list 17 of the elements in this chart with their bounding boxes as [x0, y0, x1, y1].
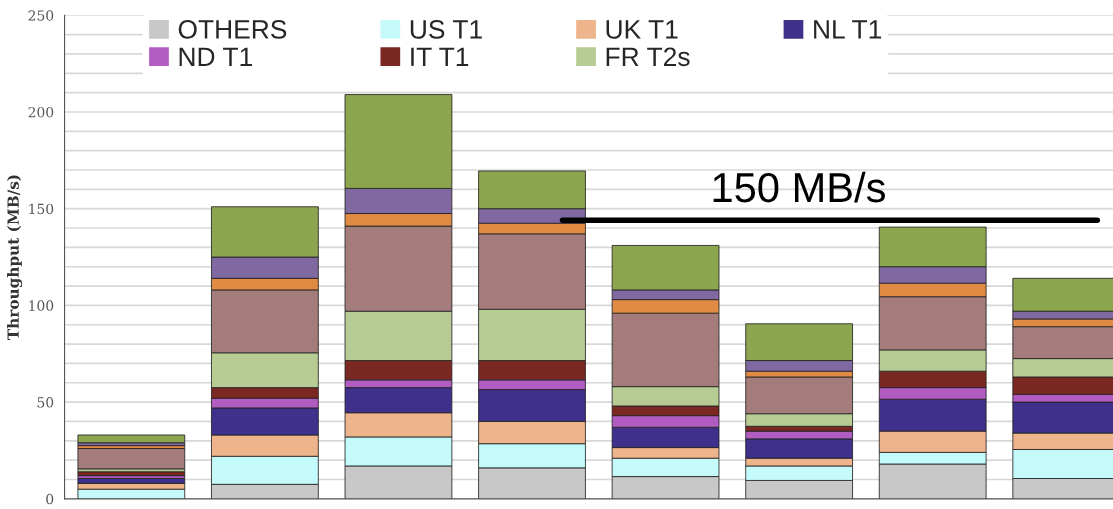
legend-label: NL T1 — [814, 20, 882, 39]
bar — [77, 434, 186, 444]
y-tick-label: 250 — [28, 10, 54, 21]
y-tick-label: 200 — [28, 106, 54, 118]
legend-label: US T1 — [410, 20, 482, 39]
legend-label: UK T1 — [606, 20, 678, 39]
legend-label: IT T1 — [411, 47, 469, 66]
y-axis-title: Throughput (MB/s) — [7, 175, 23, 340]
legend-label: OTHERS — [178, 20, 287, 39]
y-tick-label: 100 — [29, 300, 54, 311]
legend-label: FR T2s — [606, 47, 690, 67]
legend-label: ND T1 — [179, 47, 252, 66]
y-tick-label: 50 — [37, 397, 54, 408]
y-tick-label: 150 — [29, 203, 54, 215]
ref-line-label: 150 MB/s — [713, 171, 885, 203]
bar — [77, 448, 186, 470]
y-tick-label: 0 — [46, 493, 54, 505]
